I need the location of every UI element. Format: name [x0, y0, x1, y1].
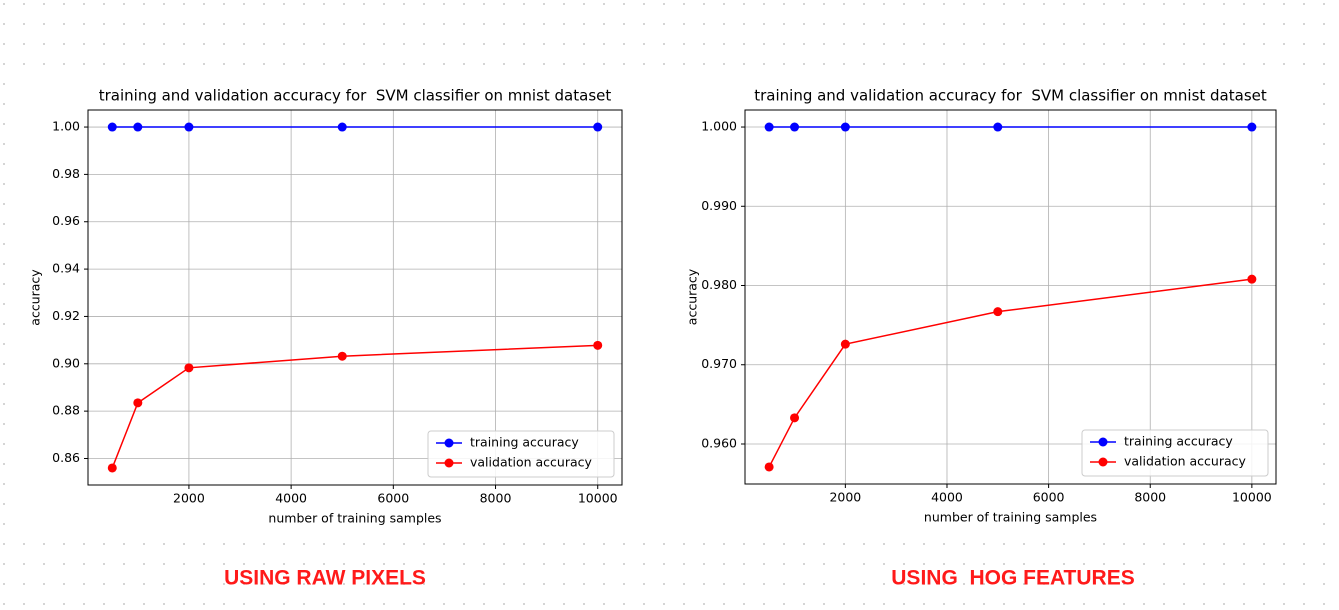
data-point [107, 122, 117, 132]
caption: USING HOG FEATURES [891, 567, 1134, 590]
y-tick-label: 0.96 [52, 213, 80, 228]
legend-marker [444, 458, 454, 468]
x-tick-label: 10000 [1232, 490, 1272, 505]
data-point [1247, 274, 1257, 284]
data-point [593, 340, 603, 350]
y-tick-label: 0.94 [52, 261, 80, 276]
chart-title: training and validation accuracy for SVM… [754, 87, 1267, 105]
legend-box [427, 430, 615, 478]
legend-label: training accuracy [470, 435, 579, 450]
x-tick-label: 4000 [275, 491, 307, 506]
data-point [337, 351, 347, 361]
data-point [840, 122, 850, 132]
data-point [993, 122, 1003, 132]
y-tick-label: 0.980 [701, 277, 737, 292]
data-point [184, 122, 194, 132]
x-tick-label: 8000 [480, 491, 512, 506]
y-tick-label: 0.970 [701, 356, 737, 371]
y-tick-label: 0.92 [52, 308, 80, 323]
legend-marker [1098, 457, 1108, 467]
y-axis-label: accuracy [28, 269, 43, 326]
x-tick-label: 2000 [829, 490, 861, 505]
legend-label: validation accuracy [1124, 454, 1247, 469]
data-point [764, 122, 774, 132]
legend-label: validation accuracy [470, 455, 593, 470]
data-point [184, 363, 194, 373]
data-point [1247, 122, 1257, 132]
y-tick-label: 0.90 [52, 355, 80, 370]
data-point [107, 463, 117, 473]
data-point [593, 122, 603, 132]
legend-marker [444, 438, 454, 448]
data-point [764, 462, 774, 472]
data-point [337, 122, 347, 132]
x-tick-label: 10000 [578, 491, 618, 506]
y-tick-label: 1.000 [701, 119, 737, 134]
y-axis-label: accuracy [685, 268, 700, 325]
x-tick-label: 6000 [377, 491, 409, 506]
x-tick-label: 4000 [931, 490, 963, 505]
x-tick-label: 6000 [1033, 490, 1065, 505]
data-point [790, 413, 800, 423]
data-point [133, 122, 143, 132]
legend-marker [1098, 437, 1108, 447]
x-tick-label: 8000 [1134, 490, 1166, 505]
data-point [840, 339, 850, 349]
y-tick-label: 1.00 [52, 119, 80, 134]
chart-title: training and validation accuracy for SVM… [99, 87, 612, 105]
x-axis-label: number of training samples [924, 510, 1097, 525]
legend-box [1081, 429, 1269, 477]
y-tick-label: 0.990 [701, 198, 737, 213]
data-point [993, 307, 1003, 317]
plot-frame [87, 109, 623, 486]
x-tick-label: 2000 [173, 491, 205, 506]
x-axis-label: number of training samples [268, 511, 441, 526]
data-point [133, 398, 143, 408]
y-tick-label: 0.86 [52, 450, 80, 465]
caption: USING RAW PIXELS [224, 567, 426, 590]
legend-label: training accuracy [1124, 434, 1233, 449]
y-tick-label: 0.960 [701, 435, 737, 450]
y-tick-label: 0.98 [52, 166, 80, 181]
y-tick-label: 0.88 [52, 403, 80, 418]
plot-frame [744, 109, 1277, 485]
data-point [790, 122, 800, 132]
